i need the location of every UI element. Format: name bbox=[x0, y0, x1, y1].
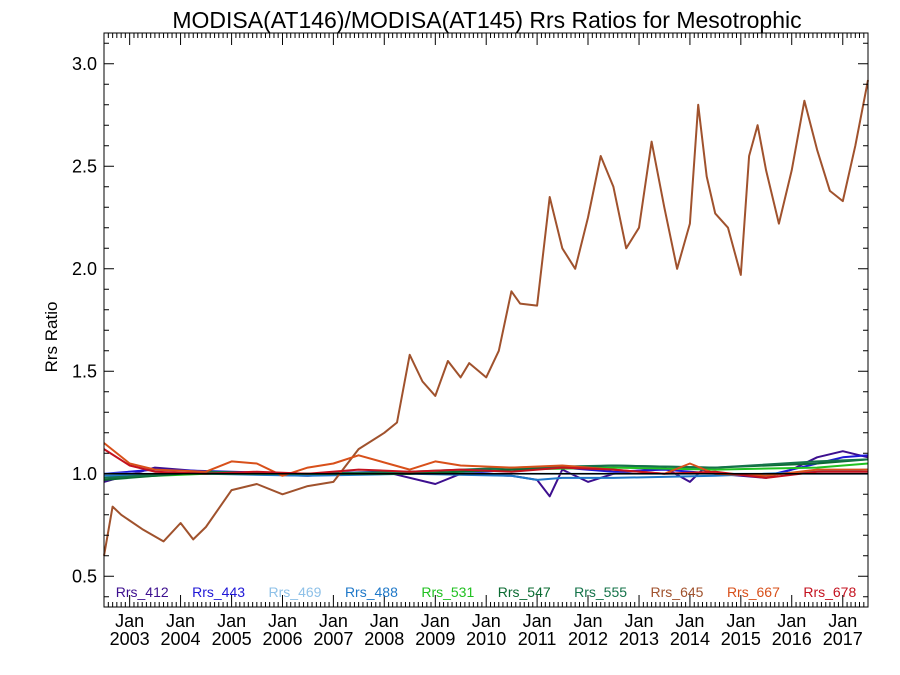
x-tick-label-year: 2003 bbox=[110, 629, 150, 649]
x-tick-label-month: Jan bbox=[828, 611, 857, 631]
y-tick-label: 1.0 bbox=[72, 464, 97, 484]
x-tick-label-year: 2013 bbox=[619, 629, 659, 649]
x-tick-label-month: Jan bbox=[268, 611, 297, 631]
x-tick-label-month: Jan bbox=[370, 611, 399, 631]
x-tick-label-month: Jan bbox=[625, 611, 654, 631]
legend: Rrs_412 Rrs_443 Rrs_469 Rrs_488 Rrs_531 Rrs_5… bbox=[116, 584, 857, 600]
legend-entry-rrs-645: Rrs_645 bbox=[651, 584, 704, 600]
y-axis-label: Rrs Ratio bbox=[42, 302, 61, 373]
x-tick-label-month: Jan bbox=[166, 611, 195, 631]
x-tick-label-month: Jan bbox=[777, 611, 806, 631]
y-tick-label: 2.5 bbox=[72, 156, 97, 176]
x-tick-label-year: 2016 bbox=[772, 629, 812, 649]
series-line-rrs-667 bbox=[103, 442, 868, 477]
x-tick-label-year: 2012 bbox=[568, 629, 608, 649]
y-tick-label: 1.5 bbox=[72, 361, 97, 381]
x-tick-label-year: 2011 bbox=[518, 629, 557, 649]
x-tick-label-year: 2008 bbox=[364, 629, 404, 649]
x-tick-label-year: 2017 bbox=[823, 629, 863, 649]
x-tick-label-year: 2014 bbox=[670, 629, 710, 649]
y-tick-label: 0.5 bbox=[72, 566, 97, 586]
plot-frame bbox=[103, 32, 869, 608]
legend-entry-rrs-667: Rrs_667 bbox=[727, 584, 780, 600]
legend-entry-rrs-547: Rrs_547 bbox=[498, 584, 551, 600]
legend-entry-rrs-555: Rrs_555 bbox=[574, 584, 627, 600]
x-tick-label-year: 2015 bbox=[721, 629, 761, 649]
x-tick-label-month: Jan bbox=[217, 611, 246, 631]
chart-title: MODISA(AT146)/MODISA(AT145) Rrs Ratios f… bbox=[172, 7, 801, 33]
x-tick-label-year: 2009 bbox=[415, 629, 455, 649]
y-tick-label: 2.0 bbox=[72, 259, 97, 279]
x-tick-label-year: 2007 bbox=[313, 629, 353, 649]
x-tick-label-year: 2010 bbox=[466, 629, 506, 649]
legend-entry-rrs-443: Rrs_443 bbox=[192, 584, 245, 600]
x-tick-label-month: Jan bbox=[421, 611, 450, 631]
x-tick-label-month: Jan bbox=[675, 611, 704, 631]
legend-entry-rrs-412: Rrs_412 bbox=[116, 584, 169, 600]
x-tick-label-month: Jan bbox=[319, 611, 348, 631]
series-line-rrs-645 bbox=[103, 79, 869, 556]
legend-entry-rrs-469: Rrs_469 bbox=[269, 584, 322, 600]
axes: 0.51.01.52.02.53.0Jan2003Jan2004Jan2005J… bbox=[72, 32, 869, 649]
series-layer bbox=[103, 79, 869, 556]
x-tick-label-year: 2004 bbox=[161, 629, 201, 649]
x-tick-label-month: Jan bbox=[115, 611, 144, 631]
x-tick-label-year: 2005 bbox=[212, 629, 252, 649]
x-tick-label-month: Jan bbox=[523, 611, 552, 631]
y-tick-label: 3.0 bbox=[72, 54, 97, 74]
legend-entry-rrs-678: Rrs_678 bbox=[803, 584, 856, 600]
x-tick-label-month: Jan bbox=[573, 611, 602, 631]
legend-entry-rrs-488: Rrs_488 bbox=[345, 584, 398, 600]
x-tick-label-month: Jan bbox=[726, 611, 755, 631]
x-tick-label-month: Jan bbox=[472, 611, 501, 631]
legend-entry-rrs-531: Rrs_531 bbox=[421, 584, 474, 600]
x-tick-label-year: 2006 bbox=[262, 629, 302, 649]
